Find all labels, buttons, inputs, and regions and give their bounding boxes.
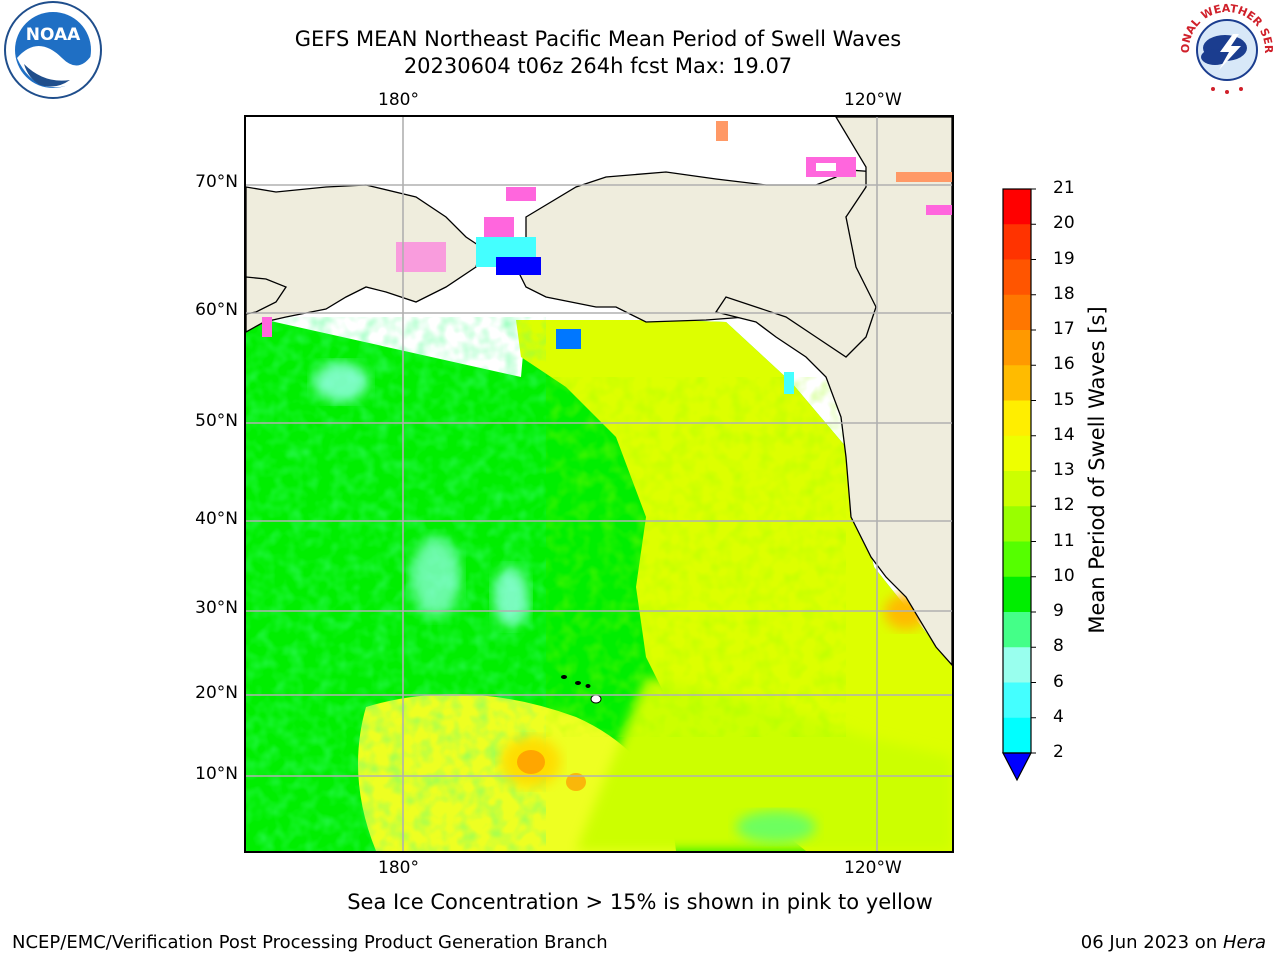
colorbar-segment [1003, 647, 1031, 683]
colorbar-segment [1003, 612, 1031, 648]
lat-label-60n: 60°N [195, 300, 238, 320]
map-panel [244, 115, 954, 853]
colorbar-segment [1003, 717, 1031, 754]
colorbar-segment [1003, 224, 1031, 260]
footer-date-text: 06 Jun 2023 on [1080, 932, 1223, 953]
lat-label-50n: 50°N [195, 411, 238, 431]
footer-date: 06 Jun 2023 on Hera [1081, 932, 1266, 953]
footer-branch: NCEP/EMC/Verification Post Processing Pr… [12, 932, 608, 953]
colorbar-tick-label: 18 [1053, 283, 1075, 304]
colorbar-tick-label: 8 [1053, 636, 1064, 657]
graticule [246, 117, 952, 851]
colorbar-segment [1003, 576, 1031, 613]
map-subtitle: 20230604 t06z 264h fcst Max: 19.07 [403, 54, 793, 78]
noaa-logo-text: NOAA [26, 25, 81, 45]
lat-label-40n: 40°N [195, 509, 238, 529]
colorbar-tick-label: 11 [1053, 530, 1075, 551]
colorbar-segment [1003, 294, 1031, 331]
lon-label-top-180: 180° [378, 90, 419, 110]
colorbar-segment [1003, 189, 1031, 225]
colorbar-tick-label: 6 [1053, 671, 1064, 692]
colorbar-tick-label: 19 [1053, 248, 1075, 269]
lat-label-30n: 30°N [195, 598, 238, 618]
colorbar-tick-label: 2 [1053, 742, 1064, 762]
map-svg [246, 117, 952, 851]
colorbar-segment [1003, 259, 1031, 296]
nws-logo: NATIONAL WEATHER SERVICE [1175, 0, 1275, 96]
colorbar-tick-label: 12 [1053, 495, 1075, 516]
sea-ice [262, 121, 952, 394]
footer-machine: Hera [1222, 932, 1266, 953]
colorbar-segment [1003, 506, 1031, 542]
hawaii-islands [561, 675, 602, 704]
colorbar-segment [1003, 682, 1031, 719]
colorbar [1002, 188, 1036, 782]
colorbar-tick-label: 17 [1053, 319, 1075, 339]
colorbar-segment [1003, 435, 1031, 472]
colorbar-tick-label: 21 [1053, 178, 1075, 198]
map-title: GEFS MEAN Northeast Pacific Mean Period … [294, 27, 902, 51]
colorbar-segment [1003, 365, 1031, 401]
colorbar-tick-label: 13 [1053, 460, 1075, 480]
colorbar-title: Mean Period of Swell Waves [s] [1085, 306, 1109, 634]
land [246, 117, 952, 666]
colorbar-segment [1003, 330, 1031, 366]
colorbar-tick-label: 10 [1053, 565, 1075, 586]
sea-ice-caption: Sea Ice Concentration > 15% is shown in … [347, 890, 933, 914]
colorbar-tick-label: 20 [1053, 213, 1075, 234]
lat-label-70n: 70°N [195, 172, 238, 192]
noaa-logo: NOAA [4, 1, 102, 99]
lat-label-20n: 20°N [195, 683, 238, 703]
colorbar-segment [1003, 471, 1031, 507]
colorbar-tick-label: 9 [1053, 601, 1064, 621]
colorbar-tick-label: 4 [1053, 706, 1064, 727]
swell-field [246, 317, 952, 851]
colorbar-segment [1003, 400, 1031, 437]
colorbar-extend-arrow [1002, 752, 1032, 782]
colorbar-tick-label: 14 [1053, 424, 1075, 445]
colorbar-segment [1003, 541, 1031, 578]
lon-label-bottom-180: 180° [378, 858, 419, 878]
lat-label-10n: 10°N [195, 764, 238, 784]
colorbar-tick-label: 15 [1053, 389, 1075, 410]
lon-label-bottom-120w: 120°W [844, 858, 902, 878]
lon-label-top-120w: 120°W [844, 90, 902, 110]
colorbar-tick-label: 16 [1053, 354, 1075, 375]
